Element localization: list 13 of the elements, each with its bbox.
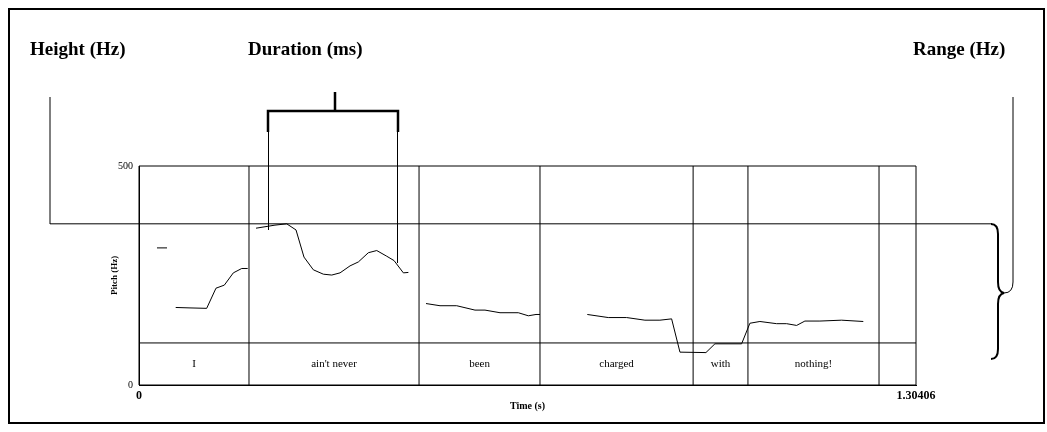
x-axis-title: Time (s) (509, 399, 546, 412)
y-axis-title: Pitch (Hz) (108, 255, 119, 296)
annotation: nothing! (794, 356, 833, 369)
annotation: with (710, 356, 731, 369)
text: Range (Hz) (913, 38, 1006, 60)
annotation: ain't never (311, 356, 358, 369)
annotation: I (192, 356, 197, 369)
text: Height (Hz) (30, 38, 126, 60)
text: Duration (ms) (248, 38, 363, 60)
annotation: charged (599, 356, 635, 369)
x-tick-label: 1.30406 (896, 388, 936, 403)
annotation: been (469, 356, 491, 369)
y-tick-label: 500 (118, 159, 133, 171)
